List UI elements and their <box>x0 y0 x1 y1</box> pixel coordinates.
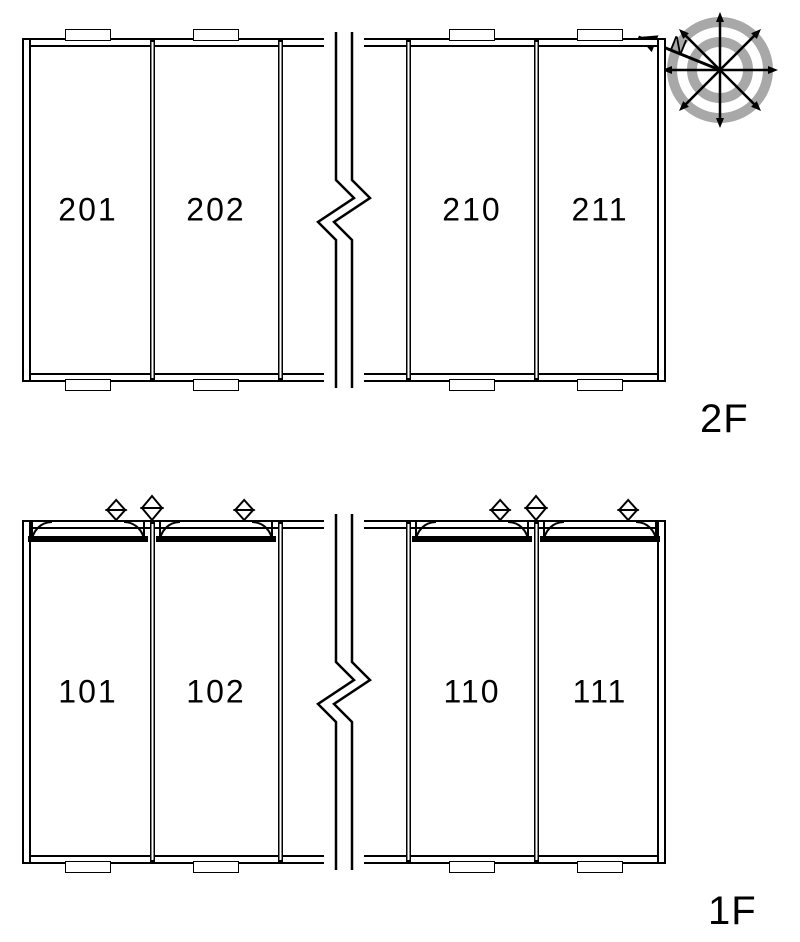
room-label-211: 211 <box>571 191 628 227</box>
floor-1F: 101 102 110 111 1F <box>22 496 757 933</box>
room-label-202: 202 <box>186 191 245 227</box>
room-label-102: 102 <box>186 673 245 709</box>
floor-2F: 201 202 210 211 2F <box>22 29 749 441</box>
room-label-111: 111 <box>573 673 628 709</box>
floor-label-1F: 1F <box>708 889 757 933</box>
floorplan-canvas: N2012022102112F1011021101111F <box>0 0 800 942</box>
room-label-110: 110 <box>443 673 500 709</box>
room-label-101: 101 <box>58 673 117 709</box>
room-label-201: 201 <box>58 191 117 227</box>
floor-label-2F: 2F <box>700 397 749 441</box>
room-label-210: 210 <box>442 191 501 227</box>
